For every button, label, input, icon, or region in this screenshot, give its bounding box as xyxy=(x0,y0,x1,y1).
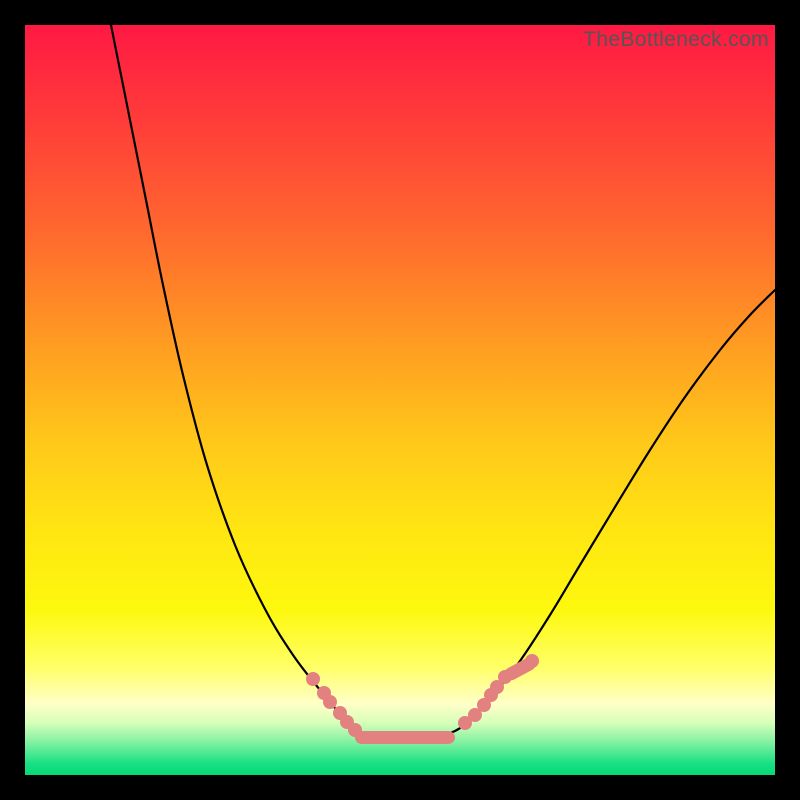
plot-area: TheBottleneck.com xyxy=(25,25,775,775)
chart-frame: TheBottleneck.com xyxy=(0,0,800,800)
valley-marker-bar xyxy=(355,731,455,744)
watermark-text: TheBottleneck.com xyxy=(583,27,769,52)
curve-markers xyxy=(306,654,539,737)
bottleneck-curve xyxy=(25,25,775,775)
curve-line xyxy=(111,25,775,737)
